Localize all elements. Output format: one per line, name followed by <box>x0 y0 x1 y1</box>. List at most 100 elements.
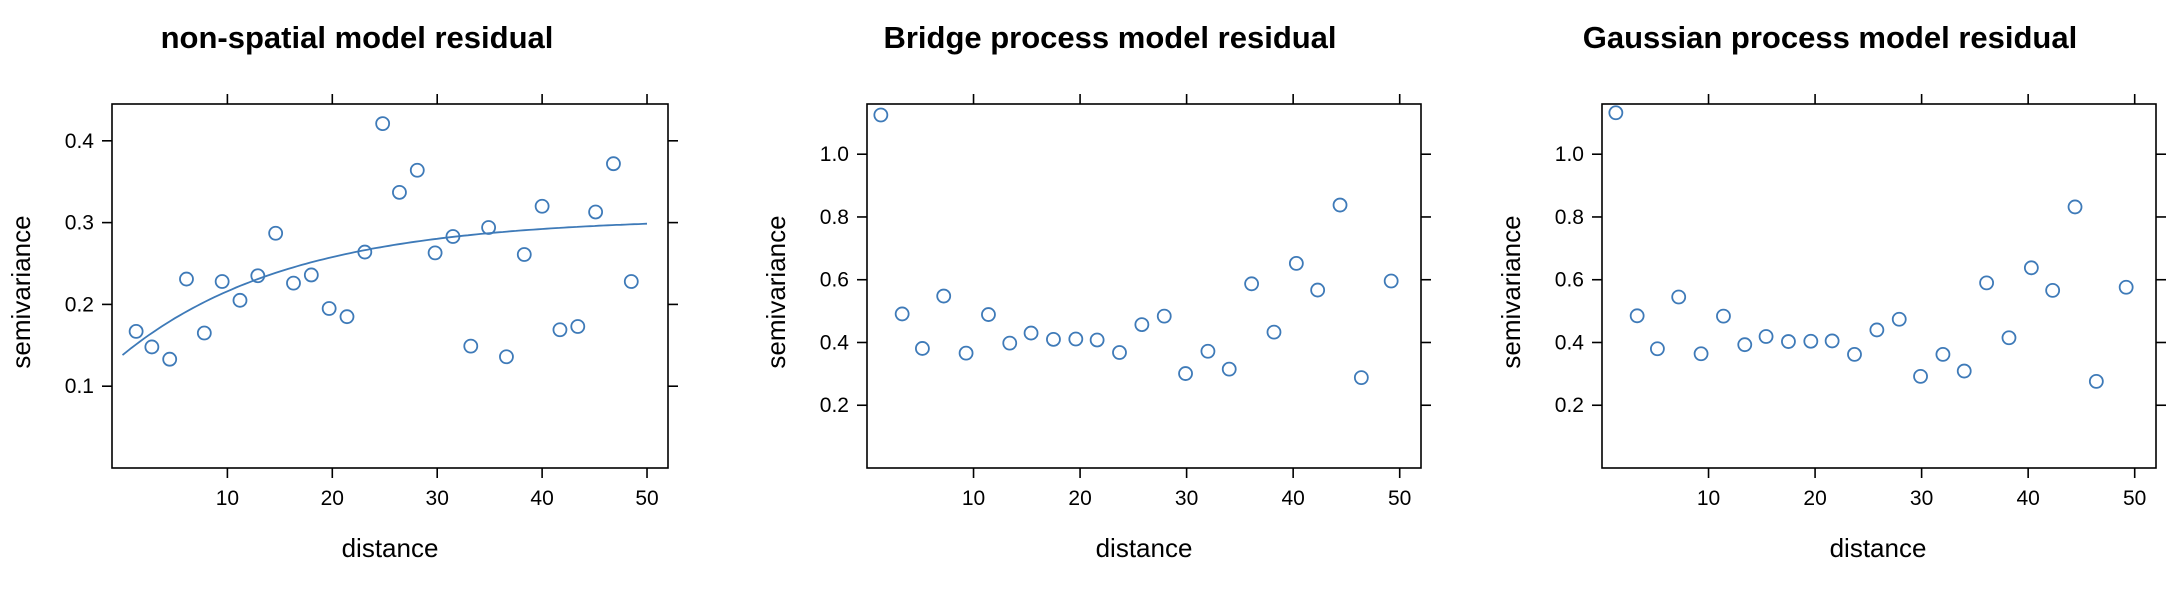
data-point <box>392 184 407 200</box>
y-tick-label: 0.4 <box>1555 331 1585 354</box>
x-tick-label: 20 <box>1068 487 1091 510</box>
y-tick-label: 0.2 <box>1555 394 1584 417</box>
data-point <box>873 107 889 123</box>
data-point <box>1156 308 1172 324</box>
x-axis-label: distance <box>342 533 439 563</box>
panel-non-spatial: non-spatial model residual distance semi… <box>6 20 678 563</box>
x-axis-label: distance <box>1830 533 1927 563</box>
data-point <box>232 292 248 308</box>
data-point <box>570 319 586 334</box>
data-point <box>481 220 497 235</box>
data-point <box>303 267 319 283</box>
data-point <box>1891 311 1907 327</box>
panel-bridge-process: Bridge process model residual distance s… <box>761 20 1431 563</box>
data-point <box>1716 308 1731 324</box>
data-point <box>516 247 532 262</box>
x-tick-label: 40 <box>530 487 553 510</box>
data-point <box>499 349 514 365</box>
y-tick-label: 1.0 <box>1555 143 1584 166</box>
data-point <box>1913 368 1928 384</box>
data-point <box>1847 347 1862 362</box>
data-point <box>534 198 550 214</box>
data-point <box>1266 324 1282 340</box>
data-point <box>1737 337 1753 353</box>
data-point <box>2118 279 2134 295</box>
data-point <box>1869 322 1885 338</box>
data-point <box>623 274 639 289</box>
y-tick-label: 0.2 <box>820 394 849 417</box>
data-point <box>1781 334 1796 349</box>
y-tick-label: 1.0 <box>820 143 849 166</box>
data-point <box>1023 325 1039 341</box>
data-point <box>2001 330 2017 346</box>
data-point <box>894 306 910 322</box>
data-point <box>375 116 391 132</box>
data-point <box>1288 256 1304 271</box>
data-point <box>128 323 144 339</box>
data-point <box>1310 282 1326 298</box>
y-tick-label: 0.8 <box>820 206 849 229</box>
data-point <box>162 351 178 367</box>
data-point <box>1650 341 1665 357</box>
data-point <box>981 307 996 322</box>
data-point <box>936 288 952 304</box>
panel-gaussian-process: Gaussian process model residual distance… <box>1496 20 2166 563</box>
x-tick-label: 50 <box>635 487 658 510</box>
chart-title: Gaussian process model residual <box>1583 20 2077 55</box>
data-point <box>427 245 443 261</box>
data-point <box>196 325 212 341</box>
data-point <box>915 341 930 356</box>
y-tick-label: 0.6 <box>1555 269 1584 292</box>
data-point <box>1693 346 1709 362</box>
data-point <box>321 301 337 316</box>
data-point <box>1979 275 1995 291</box>
data-point <box>357 244 373 260</box>
data-point <box>1803 333 1819 349</box>
x-tick-label: 40 <box>2016 487 2039 510</box>
x-tick-label: 50 <box>2123 487 2146 510</box>
data-point <box>1353 370 1369 386</box>
x-tick-label: 30 <box>426 487 449 510</box>
data-point <box>1629 308 1645 324</box>
y-tick-label: 0.4 <box>820 331 850 354</box>
x-tick-label: 10 <box>1697 487 1720 510</box>
data-point <box>1332 197 1348 213</box>
x-tick-label: 30 <box>1910 487 1933 510</box>
plot-frame <box>866 103 1422 469</box>
y-tick-label: 0.3 <box>65 212 94 235</box>
data-point <box>2023 260 2039 276</box>
data-point <box>179 271 194 287</box>
data-point <box>144 339 160 355</box>
data-point <box>1046 331 1061 347</box>
x-tick-label: 10 <box>216 487 239 510</box>
y-tick-label: 0.8 <box>1555 206 1584 229</box>
data-point <box>1068 331 1084 347</box>
y-axis-label: semivariance <box>1496 215 1526 368</box>
x-tick-label: 20 <box>1803 487 1826 510</box>
data-point <box>1178 366 1193 381</box>
data-point <box>2088 373 2104 389</box>
data-point <box>286 275 301 291</box>
data-point <box>1824 333 1840 349</box>
y-tick-label: 0.6 <box>820 269 849 292</box>
data-point <box>1608 105 1624 121</box>
data-point <box>1112 345 1127 360</box>
chart-title: non-spatial model residual <box>161 20 554 55</box>
data-point <box>268 225 284 241</box>
data-point <box>552 322 568 338</box>
x-axis-label: distance <box>1096 533 1193 563</box>
data-point <box>958 345 974 361</box>
y-tick-label: 0.4 <box>65 130 95 153</box>
data-point <box>1200 343 1216 359</box>
y-tick-label: 0.1 <box>65 375 94 398</box>
data-point <box>445 229 461 244</box>
x-tick-label: 20 <box>321 487 344 510</box>
data-point <box>1956 363 1972 379</box>
marks: 10 20 30 40 50 0.1 0.2 0.3 0.4 <box>65 94 678 510</box>
y-axis-label: semivariance <box>761 215 791 368</box>
plot-frame <box>1601 103 2157 469</box>
data-point <box>1244 276 1260 292</box>
data-point <box>588 204 604 220</box>
data-point <box>1089 332 1105 348</box>
